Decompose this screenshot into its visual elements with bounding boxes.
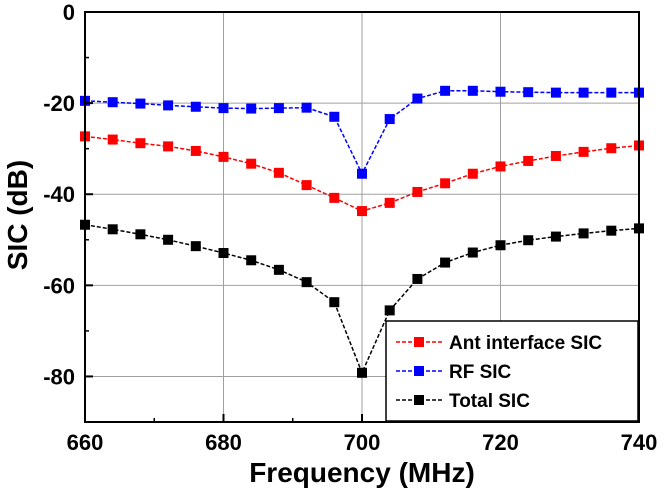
legend-marker bbox=[414, 366, 424, 376]
legend-item-2: RF SIC bbox=[396, 362, 512, 383]
data-point bbox=[135, 229, 146, 240]
data-point bbox=[246, 158, 257, 169]
data-point bbox=[578, 146, 589, 157]
legend-item-3: Total SIC bbox=[396, 391, 530, 412]
data-point bbox=[357, 367, 367, 378]
legend-item-1: Ant interface SIC bbox=[396, 333, 602, 354]
data-point bbox=[412, 273, 423, 284]
data-point bbox=[606, 143, 617, 154]
data-point bbox=[190, 145, 201, 156]
y-tick-label: -80 bbox=[43, 364, 75, 389]
data-point bbox=[301, 102, 312, 113]
y-tick-label: -60 bbox=[43, 273, 75, 298]
y-tick-label: 0 bbox=[63, 0, 75, 25]
data-point bbox=[107, 97, 118, 108]
data-point bbox=[606, 225, 617, 236]
data-point bbox=[107, 224, 118, 235]
data-point bbox=[440, 85, 451, 96]
x-tick-label: 680 bbox=[205, 430, 242, 455]
data-point bbox=[246, 255, 257, 266]
legend: Ant interface SIC RF SIC Total SIC bbox=[385, 320, 639, 422]
data-point bbox=[329, 111, 340, 122]
data-point bbox=[550, 150, 561, 161]
data-point bbox=[107, 134, 118, 145]
data-point bbox=[495, 86, 506, 97]
legend-label: Total SIC bbox=[449, 391, 530, 412]
data-point bbox=[440, 178, 451, 189]
data-point bbox=[329, 192, 340, 203]
data-point bbox=[495, 240, 506, 251]
data-point bbox=[412, 93, 423, 104]
data-point bbox=[163, 141, 174, 152]
data-point bbox=[273, 167, 284, 178]
y-tick-labels: 0 -20 -40 -60 -80 bbox=[43, 0, 75, 389]
legend-marker bbox=[414, 337, 424, 347]
data-point bbox=[467, 85, 478, 96]
data-point bbox=[190, 101, 201, 112]
data-point bbox=[218, 247, 229, 258]
x-tick-label: 700 bbox=[344, 430, 381, 455]
x-tick-label: 660 bbox=[67, 430, 104, 455]
series-1 bbox=[80, 131, 644, 217]
data-point bbox=[523, 87, 534, 98]
data-point bbox=[495, 161, 506, 172]
data-point bbox=[550, 231, 561, 242]
data-point bbox=[357, 168, 367, 179]
data-point bbox=[384, 114, 395, 125]
data-point bbox=[467, 247, 478, 258]
data-point bbox=[523, 155, 534, 166]
data-point bbox=[329, 297, 340, 308]
data-point bbox=[273, 264, 284, 275]
y-tick-label: -20 bbox=[43, 91, 75, 116]
y-axis-title: SIC (dB) bbox=[2, 160, 33, 270]
data-point bbox=[384, 305, 395, 316]
data-point bbox=[440, 257, 451, 268]
y-tick-label: -40 bbox=[43, 182, 75, 207]
data-point bbox=[218, 103, 229, 114]
data-point bbox=[523, 235, 534, 246]
legend-label: Ant interface SIC bbox=[449, 333, 602, 354]
data-point bbox=[301, 277, 312, 288]
data-point bbox=[384, 197, 395, 208]
data-point bbox=[163, 100, 174, 111]
data-point bbox=[412, 186, 423, 197]
data-point bbox=[135, 138, 146, 149]
data-point bbox=[578, 228, 589, 239]
x-tick-label: 740 bbox=[621, 430, 658, 455]
x-tick-labels: 660 680 700 720 740 bbox=[67, 430, 658, 455]
data-point bbox=[218, 151, 229, 162]
data-point bbox=[246, 103, 257, 114]
legend-marker bbox=[414, 395, 424, 405]
data-point bbox=[578, 87, 589, 98]
data-point bbox=[550, 87, 561, 98]
legend-label: RF SIC bbox=[449, 362, 512, 383]
data-point bbox=[606, 87, 617, 98]
data-point bbox=[190, 241, 201, 252]
data-point bbox=[467, 168, 478, 179]
data-point bbox=[163, 234, 174, 245]
data-point bbox=[135, 98, 146, 109]
data-point bbox=[357, 206, 367, 217]
x-tick-label: 720 bbox=[482, 430, 519, 455]
data-point bbox=[273, 103, 284, 114]
x-axis-title: Frequency (MHz) bbox=[249, 457, 475, 488]
data-point bbox=[301, 180, 312, 191]
